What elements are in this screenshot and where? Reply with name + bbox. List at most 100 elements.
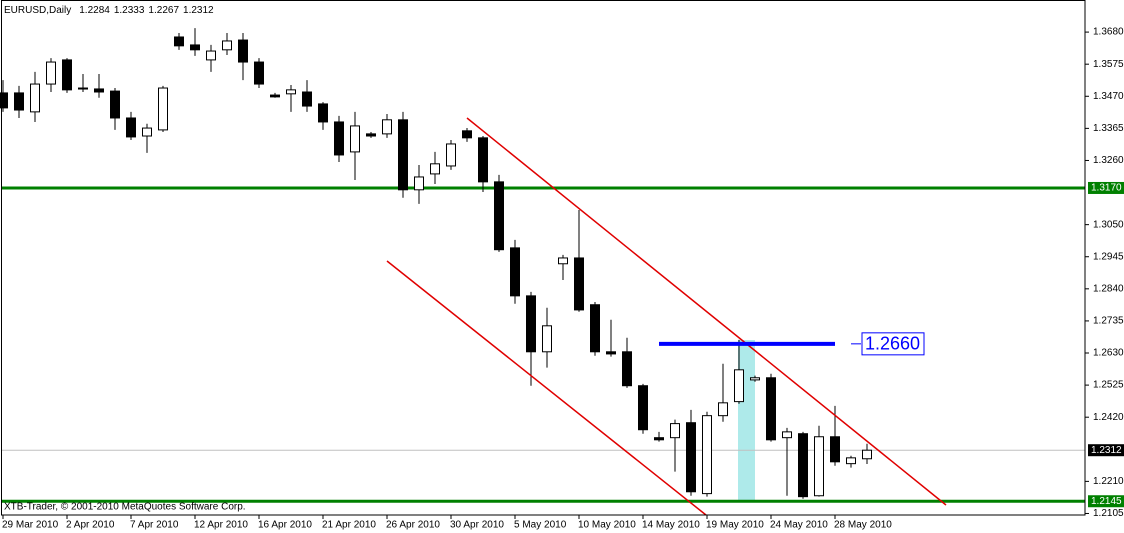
level-label: 1.2660 xyxy=(865,334,920,354)
candle-body xyxy=(318,103,328,123)
price-label: 1.2145 xyxy=(1091,496,1122,507)
candle-body xyxy=(750,377,760,381)
y-tick-label: 1.3365 xyxy=(1093,123,1124,134)
chart-header: EURUSD,Daily 1.2284 1.2333 1.2267 1.2312 xyxy=(4,5,214,16)
low-value: 1.2267 xyxy=(148,5,179,16)
candle-body xyxy=(494,181,504,251)
candle-body xyxy=(830,436,840,463)
x-tick-label: 24 May 2010 xyxy=(770,520,828,531)
candle-body xyxy=(814,436,824,497)
candle-body xyxy=(414,176,424,191)
candle-body xyxy=(510,247,520,297)
price-label: 1.2312 xyxy=(1091,445,1122,456)
candle-body xyxy=(142,127,152,137)
y-tick-label: 1.2735 xyxy=(1093,316,1124,327)
candle-body xyxy=(382,119,392,135)
candle-body xyxy=(94,88,104,93)
x-tick-label: 26 Apr 2010 xyxy=(386,520,440,531)
x-tick-label: 30 Apr 2010 xyxy=(450,520,504,531)
candle-body xyxy=(46,61,56,85)
highlight-column xyxy=(738,340,755,500)
candle-body xyxy=(558,257,568,265)
x-tick-label: 14 May 2010 xyxy=(642,520,700,531)
candle-body xyxy=(0,92,8,109)
candle-body xyxy=(622,351,632,387)
close-value: 1.2312 xyxy=(183,5,214,16)
level-label-box xyxy=(861,332,925,356)
candle-body xyxy=(398,119,408,191)
y-tick-label: 1.2420 xyxy=(1093,412,1124,423)
candle-body xyxy=(526,295,536,353)
candle-body xyxy=(206,50,216,61)
candle-body xyxy=(190,44,200,51)
candle-body xyxy=(670,423,680,439)
candle-body xyxy=(222,40,232,51)
candle-body xyxy=(798,433,808,498)
price-label: 1.3170 xyxy=(1091,183,1122,194)
y-tick-label: 1.3050 xyxy=(1093,219,1124,230)
channel-lower xyxy=(386,260,707,516)
x-tick-label: 28 May 2010 xyxy=(834,520,892,531)
candle-body xyxy=(686,422,696,493)
candle-body xyxy=(30,83,40,113)
candle-body xyxy=(110,90,120,119)
candle-body xyxy=(846,457,856,465)
x-tick-label: 5 May 2010 xyxy=(514,520,567,531)
candle-body xyxy=(574,257,584,311)
candle-body xyxy=(126,117,136,138)
high-value: 1.2333 xyxy=(114,5,145,16)
y-tick-label: 1.2210 xyxy=(1093,476,1124,487)
x-tick-label: 7 Apr 2010 xyxy=(130,520,179,531)
candle-body xyxy=(654,437,664,441)
candle-body xyxy=(766,377,776,441)
y-tick-label: 1.3470 xyxy=(1093,91,1124,102)
candle-body xyxy=(302,91,312,107)
candle-body xyxy=(158,87,168,131)
symbol: EURUSD,Daily xyxy=(4,5,71,16)
candle-body xyxy=(702,415,712,495)
open-value: 1.2284 xyxy=(79,5,110,16)
marks xyxy=(0,28,1085,503)
y-tick-label: 1.2525 xyxy=(1093,380,1124,391)
candle-body xyxy=(286,89,296,95)
plot-frame xyxy=(1,0,1086,516)
candle-body xyxy=(78,87,88,90)
candle-body xyxy=(734,369,744,403)
y-tick-label: 1.2630 xyxy=(1093,348,1124,359)
channel-upper xyxy=(466,117,947,506)
candle-body xyxy=(334,121,344,156)
candle-body xyxy=(478,137,488,183)
candle-body xyxy=(782,431,792,439)
candle-body xyxy=(238,39,248,63)
price-label-box xyxy=(1088,181,1124,194)
candle-body xyxy=(446,143,456,167)
candle-body xyxy=(14,92,24,111)
price-label-box xyxy=(1088,444,1124,457)
x-tick-label: 21 Apr 2010 xyxy=(322,520,376,531)
candle-body xyxy=(862,449,872,460)
price-label-box xyxy=(1088,495,1124,508)
candle-body xyxy=(462,130,472,139)
x-tick-label: 10 May 2010 xyxy=(578,520,636,531)
candle-body xyxy=(62,59,72,91)
x-tick-label: 2 Apr 2010 xyxy=(66,520,115,531)
candle-body xyxy=(542,325,552,353)
candle-body xyxy=(430,163,440,175)
y-tick-label: 1.3260 xyxy=(1093,155,1124,166)
x-tick-label: 29 Mar 2010 xyxy=(2,520,59,531)
footer: XTB-Trader, © 2001-2010 MetaQuotes Softw… xyxy=(4,502,246,513)
y-tick-label: 1.2945 xyxy=(1093,251,1124,262)
y-tick-label: 1.2105 xyxy=(1093,508,1124,519)
y-tick-label: 1.3680 xyxy=(1093,27,1124,38)
y-tick-label: 1.3575 xyxy=(1093,59,1124,70)
candle-body xyxy=(366,133,376,137)
y-tick-label: 1.2840 xyxy=(1093,283,1124,294)
candle-body xyxy=(606,351,616,355)
candle-body xyxy=(270,94,280,98)
candle-body xyxy=(174,36,184,47)
candle-body xyxy=(638,385,648,431)
x-tick-label: 12 Apr 2010 xyxy=(194,520,248,531)
candle-body xyxy=(350,125,360,153)
candle-body xyxy=(254,61,264,85)
